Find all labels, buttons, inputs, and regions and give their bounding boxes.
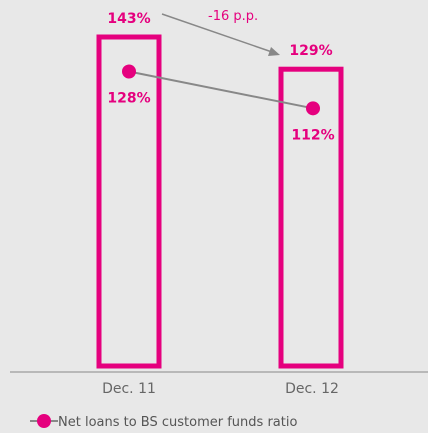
category-label-dec-12: Dec. 12 [285,381,339,397]
change-arrow-line [161,13,273,53]
category-label-dec-11: Dec. 11 [102,381,156,397]
series-line [128,70,314,110]
change-arrow-head [268,47,280,56]
series-point-1 [306,101,320,116]
series-point-0 [122,64,136,79]
bar-label-0: 143% [107,11,150,27]
series-label-0: 128% [107,91,150,107]
bars-group [96,34,344,369]
labels-group: 143% 129% 128% 112% [107,11,334,143]
change-label: -16 p.p. [208,9,258,24]
legend-marker-icon [37,414,51,428]
legend-label: Net loans to BS customer funds ratio [58,415,297,430]
bar-0 [96,34,162,369]
series-label-1: 112% [291,127,334,143]
bar-label-1: 129% [289,43,332,59]
line-series [122,64,320,116]
legend: Net loans to BS customer funds ratio [30,414,297,430]
bar-1 [278,66,344,369]
